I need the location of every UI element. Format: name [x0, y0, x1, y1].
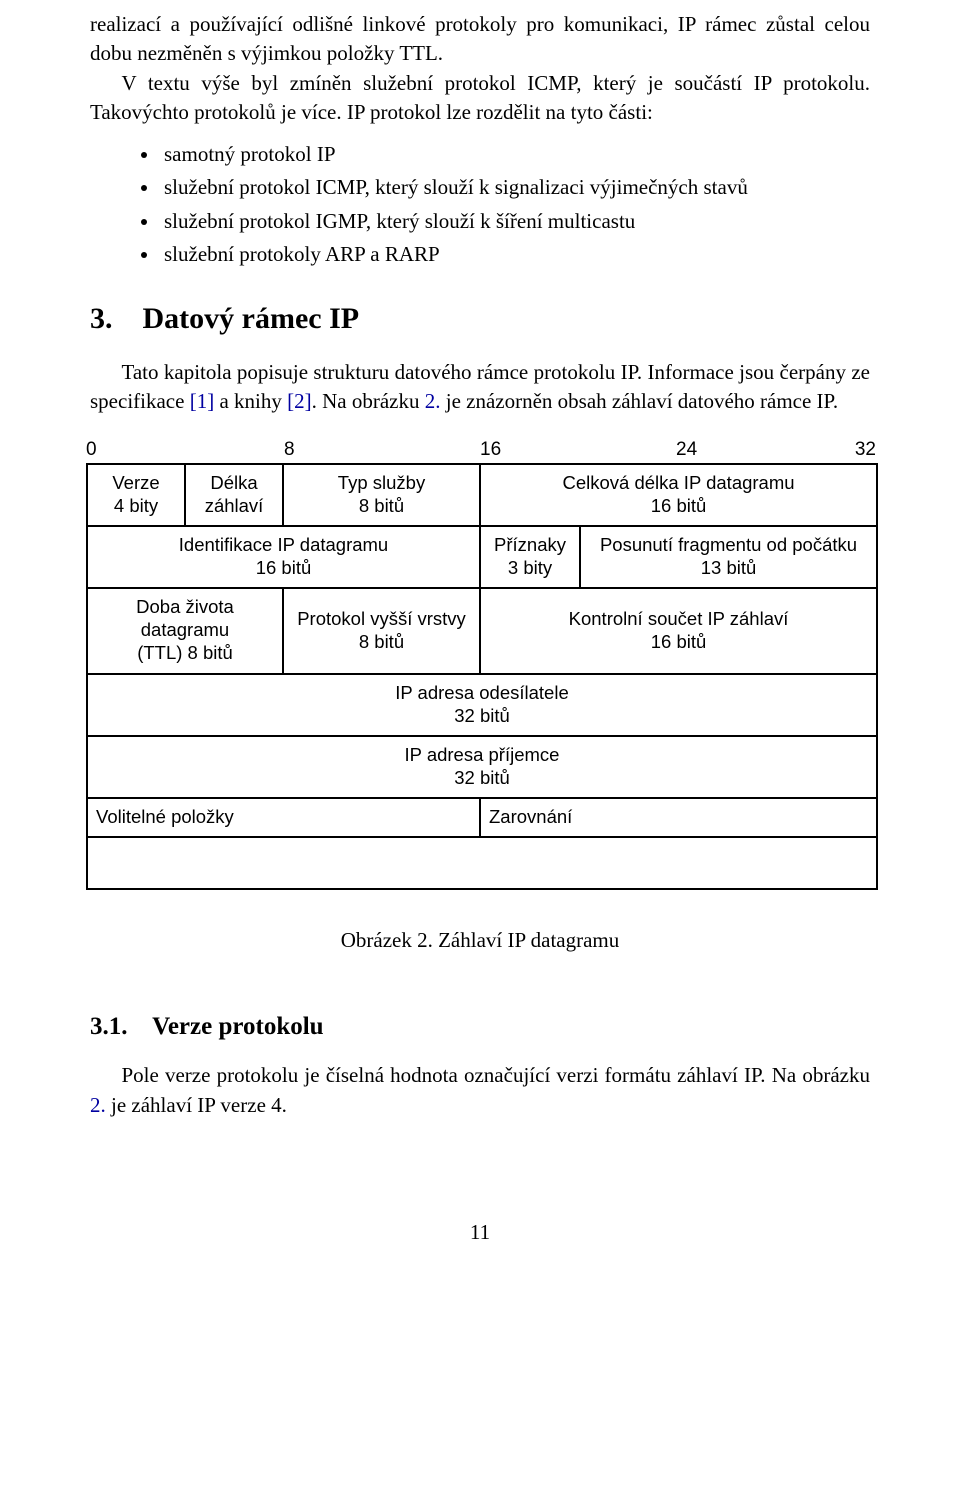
field-source-address: IP adresa odesílatele32 bitů: [87, 674, 877, 736]
field-flags: Příznaky3 bity: [480, 526, 580, 588]
list-item: služební protokol IGMP, který slouží k š…: [160, 205, 870, 239]
figure-caption: Obrázek 2. Záhlaví IP datagramu: [90, 928, 870, 953]
bit-label-0: 0: [86, 439, 284, 461]
field-padding: Zarovnání: [480, 798, 877, 837]
paragraph-section3: Tato kapitola popisuje strukturu datovéh…: [90, 358, 870, 417]
text-fragment: a knihy: [214, 389, 287, 413]
field-blank-row: [87, 837, 877, 889]
protocol-list: samotný protokol IP služební protokol IC…: [90, 138, 870, 272]
figure-ref-2[interactable]: 2.: [425, 389, 441, 413]
list-item: samotný protokol IP: [160, 138, 870, 172]
bit-label-24: 24: [676, 439, 846, 461]
field-tos: Typ služby8 bitů: [283, 464, 480, 526]
subsection-number: 3.1.: [90, 1013, 128, 1040]
paragraph-intro-1: realizací a používající odlišné linkové …: [90, 10, 870, 69]
page-number: 11: [90, 1220, 870, 1245]
field-dest-address: IP adresa příjemce32 bitů: [87, 736, 877, 798]
field-ttl: Doba života datagramu(TTL) 8 bitů: [87, 588, 283, 673]
text-fragment: je znázorněn obsah záhlaví datového rámc…: [440, 389, 838, 413]
field-header-length: Délkazáhlaví: [185, 464, 283, 526]
section-number: 3.: [90, 302, 113, 335]
field-fragment-offset: Posunutí fragmentu od počátku13 bitů: [580, 526, 877, 588]
section-title: Datový rámec IP: [143, 302, 360, 335]
paragraph-intro-2: V textu výše byl zmíněn služební protoko…: [90, 69, 870, 128]
subsection-3-1-heading: 3.1. Verze protokolu: [90, 1013, 870, 1041]
list-item: služební protokoly ARP a RARP: [160, 238, 870, 272]
ip-header-diagram: 0 8 16 24 32 Verze4 bity Délkazáhlaví Ty…: [80, 439, 880, 891]
field-options: Volitelné položky: [87, 798, 480, 837]
field-checksum: Kontrolní součet IP záhlaví16 bitů: [480, 588, 877, 673]
section-3-heading: 3. Datový rámec IP: [90, 302, 870, 336]
citation-ref-1[interactable]: [1]: [190, 389, 215, 413]
paragraph-subsection-3-1: Pole verze protokolu je číselná hodnota …: [90, 1061, 870, 1120]
bit-label-32: 32: [846, 439, 876, 461]
figure-ref-2b[interactable]: 2.: [90, 1093, 106, 1117]
list-item: služební protokol ICMP, který slouží k s…: [160, 171, 870, 205]
field-protocol: Protokol vyšší vrstvy8 bitů: [283, 588, 480, 673]
ip-header-table: Verze4 bity Délkazáhlaví Typ služby8 bit…: [86, 463, 878, 891]
subsection-title: Verze protokolu: [152, 1013, 324, 1040]
field-identification: Identifikace IP datagramu16 bitů: [87, 526, 480, 588]
bit-label-8: 8: [284, 439, 480, 461]
text-fragment: je záhlaví IP verze 4.: [106, 1093, 287, 1117]
field-version: Verze4 bity: [87, 464, 185, 526]
text-fragment: . Na obrázku: [312, 389, 425, 413]
bit-ruler: 0 8 16 24 32: [80, 439, 880, 461]
text-fragment: Pole verze protokolu je číselná hodnota …: [122, 1063, 871, 1087]
bit-label-16: 16: [480, 439, 676, 461]
citation-ref-2[interactable]: [2]: [287, 389, 312, 413]
field-total-length: Celková délka IP datagramu16 bitů: [480, 464, 877, 526]
